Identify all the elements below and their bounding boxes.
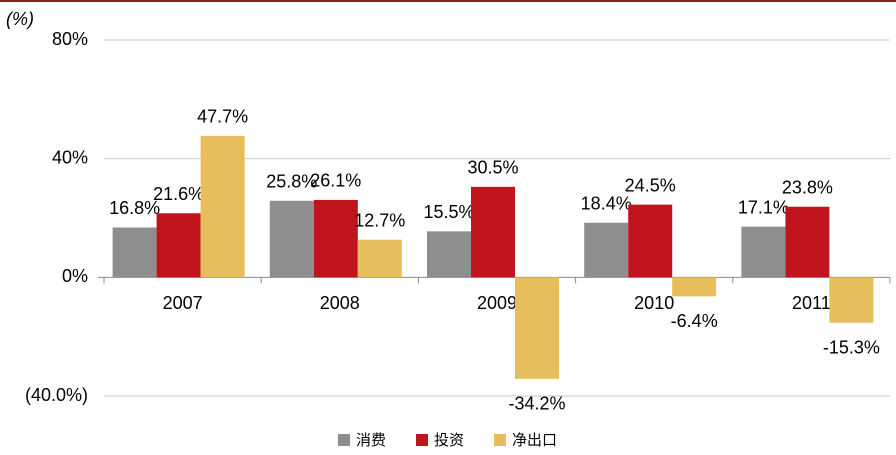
data-label: 21.6% (153, 184, 204, 204)
x-tick-label: 2008 (320, 293, 360, 313)
x-tick-label: 2011 (792, 293, 831, 313)
bar (515, 277, 559, 379)
bar (200, 135, 245, 278)
data-label: -15.3% (823, 337, 880, 357)
y-tick-label: 80% (52, 29, 88, 49)
bar (628, 204, 673, 278)
legend: 消费 投资 净出口 (338, 431, 557, 449)
x-tick-label: 2010 (634, 293, 674, 313)
bar (427, 231, 471, 278)
y-tick-label: (40.0%) (25, 385, 88, 405)
data-label: 24.5% (625, 175, 676, 195)
data-label: 26.1% (310, 171, 361, 191)
legend-label: 投资 (434, 431, 464, 449)
bar (471, 186, 515, 278)
bar (785, 206, 830, 278)
data-label: 23.8% (782, 177, 833, 197)
y-tick-label: 0% (62, 266, 88, 286)
bar (741, 226, 786, 278)
bar (269, 200, 314, 278)
y-tick-label: 40% (52, 147, 88, 167)
bar (584, 222, 629, 278)
legend-swatch (416, 434, 428, 446)
x-tick-label: 2007 (163, 293, 203, 313)
x-tick-label: 2009 (477, 293, 517, 313)
data-label: 15.5% (423, 202, 474, 222)
bar (313, 199, 358, 278)
bar (357, 239, 402, 278)
bar (672, 277, 717, 297)
data-label: 47.7% (197, 107, 248, 127)
bar (156, 213, 201, 278)
data-label: 16.8% (109, 198, 160, 218)
data-label: 30.5% (467, 158, 518, 178)
bar (112, 227, 157, 278)
data-label: 12.7% (354, 210, 405, 230)
data-label: 18.4% (581, 193, 632, 213)
legend-swatch (338, 434, 350, 446)
legend-label: 净出口 (512, 431, 557, 449)
data-label: -34.2% (508, 394, 565, 414)
data-label: -6.4% (671, 311, 718, 331)
data-label: 17.1% (738, 197, 789, 217)
data-label: 25.8% (266, 172, 317, 192)
unit-label: (%) (6, 9, 34, 29)
legend-swatch (494, 434, 506, 446)
legend-label: 消费 (356, 431, 386, 449)
bar (829, 277, 874, 323)
